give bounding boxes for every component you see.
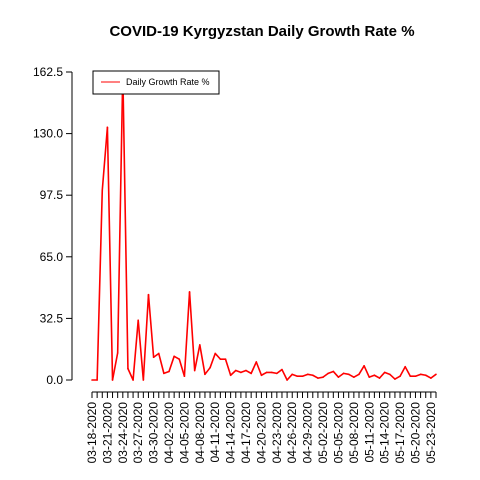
series-segment xyxy=(419,373,427,377)
series-segment xyxy=(245,369,252,375)
x-tick-label: 05-05-2020 xyxy=(331,402,345,464)
series-segment xyxy=(383,371,391,376)
x-tick-label: 05-17-2020 xyxy=(393,402,407,464)
series-segment xyxy=(358,364,365,376)
y-tick-label: 97.5 xyxy=(40,188,64,202)
series-segment xyxy=(96,189,104,381)
series-segment xyxy=(373,374,381,379)
x-tick-label: 04-11-2020 xyxy=(208,402,222,463)
x-tick-label: 05-14-2020 xyxy=(378,402,392,464)
y-tick-label: 130.0 xyxy=(33,127,63,141)
x-tick-label: 04-02-2020 xyxy=(162,402,176,464)
x-tick-label: 04-17-2020 xyxy=(239,402,253,464)
series-segment xyxy=(322,372,329,378)
y-tick-label: 32.5 xyxy=(40,311,64,325)
x-tick-label: 04-29-2020 xyxy=(301,402,315,464)
series-segment xyxy=(311,374,319,379)
x-tick-label: 04-05-2020 xyxy=(177,402,191,464)
series-segment xyxy=(224,358,232,377)
x-tick-label: 04-14-2020 xyxy=(224,402,238,464)
series-segment xyxy=(368,374,376,378)
x-axis: 03-18-2020 03-21-2020 03-24-2020 03-27-2020… xyxy=(85,391,438,464)
series-segment xyxy=(291,373,299,378)
series-segment xyxy=(204,366,211,376)
y-tick-label: 0.0 xyxy=(46,373,63,387)
series-segment xyxy=(342,372,350,376)
series-segment xyxy=(347,373,355,378)
series-segment xyxy=(332,370,340,378)
series-segment xyxy=(260,371,268,377)
x-tick-label: 04-08-2020 xyxy=(193,402,207,464)
series-segment xyxy=(106,126,114,381)
series-segment xyxy=(286,373,294,381)
x-tick-label: 05-20-2020 xyxy=(408,402,422,464)
x-tick-label: 05-08-2020 xyxy=(347,402,361,464)
series-segment xyxy=(404,365,412,378)
series-segment xyxy=(199,344,206,376)
series-segment xyxy=(414,373,422,378)
series-segment xyxy=(147,293,155,359)
series-segment xyxy=(132,319,140,381)
series-segment xyxy=(137,319,145,381)
series-segment xyxy=(122,71,129,370)
series-segment xyxy=(111,352,119,381)
x-tick-label: 03-24-2020 xyxy=(116,402,130,464)
x-tick-label: 03-27-2020 xyxy=(131,402,145,464)
legend: Daily Growth Rate % xyxy=(92,70,220,95)
x-tick-label: 05-23-2020 xyxy=(424,402,438,464)
series-segment xyxy=(337,372,345,378)
series-segment xyxy=(101,126,109,192)
series-segment xyxy=(127,367,134,381)
series-segment xyxy=(255,361,263,377)
series-segment xyxy=(394,375,401,380)
series-segment xyxy=(281,368,288,381)
x-tick-label: 04-23-2020 xyxy=(270,402,284,464)
series-segment xyxy=(306,373,314,377)
series-segment xyxy=(363,364,371,378)
series-segment xyxy=(317,376,324,379)
series-segment xyxy=(116,71,124,354)
x-tick-label: 03-30-2020 xyxy=(147,402,161,464)
series-segment xyxy=(399,365,406,378)
series-segment xyxy=(157,352,165,375)
series-segment xyxy=(378,371,386,379)
y-tick-label: 65.0 xyxy=(40,250,64,264)
series-segment xyxy=(424,374,432,379)
x-tick-label: 05-02-2020 xyxy=(316,402,330,464)
series-segment xyxy=(430,373,437,379)
series-segment xyxy=(270,371,278,375)
series-segment xyxy=(301,373,309,378)
series-segment xyxy=(276,368,283,375)
legend-box xyxy=(92,70,220,95)
series-segment xyxy=(229,369,237,377)
series-segment xyxy=(388,373,396,380)
x-tick-label: 04-20-2020 xyxy=(254,402,268,464)
y-tick-label: 162.5 xyxy=(33,65,63,79)
series-segment xyxy=(178,358,186,378)
series-segment xyxy=(183,291,191,378)
legend-label: Daily Growth Rate % xyxy=(126,77,210,87)
series-segment xyxy=(214,352,222,360)
series-segment xyxy=(353,373,360,378)
series-segment xyxy=(168,355,175,373)
x-tick-label: 03-21-2020 xyxy=(100,402,114,464)
chart-title: COVID-19 Kyrgyzstan Daily Growth Rate % xyxy=(109,23,414,40)
x-tick-label: 04-26-2020 xyxy=(285,402,299,464)
series-segment xyxy=(250,361,258,375)
plot-area xyxy=(91,71,437,381)
series-segment xyxy=(234,369,242,374)
series-segment xyxy=(193,344,201,372)
series-segment xyxy=(142,293,150,381)
x-tick-label: 05-11-2020 xyxy=(362,402,376,463)
series-segment xyxy=(173,355,181,360)
y-axis: 0.0 32.5 65.0 97.5 130.0 162.5 xyxy=(33,65,73,387)
series-segment xyxy=(240,369,247,374)
series-segment xyxy=(163,370,170,375)
series-segment xyxy=(188,291,196,372)
series-segment xyxy=(327,370,335,375)
series-segment xyxy=(152,352,160,359)
series-segment xyxy=(209,352,217,369)
x-tick-label: 03-18-2020 xyxy=(85,402,99,464)
